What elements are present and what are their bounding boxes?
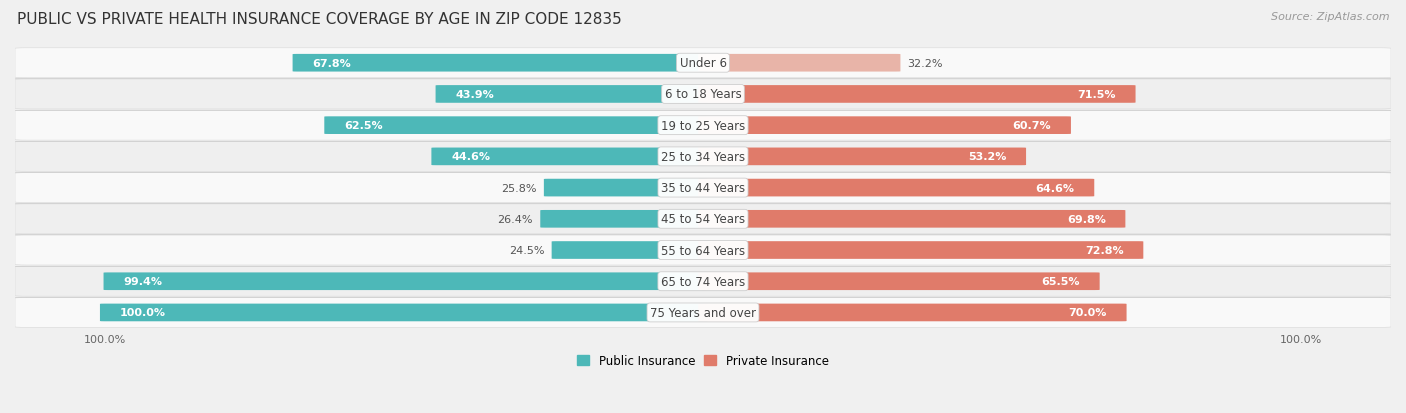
FancyBboxPatch shape — [699, 55, 900, 72]
FancyBboxPatch shape — [699, 86, 1136, 104]
Legend: Public Insurance, Private Insurance: Public Insurance, Private Insurance — [578, 354, 828, 367]
FancyBboxPatch shape — [699, 304, 1126, 321]
FancyBboxPatch shape — [15, 142, 1391, 172]
Text: 100.0%: 100.0% — [120, 308, 166, 318]
Text: 19 to 25 Years: 19 to 25 Years — [661, 119, 745, 132]
Text: 25.8%: 25.8% — [501, 183, 537, 193]
Text: 32.2%: 32.2% — [908, 59, 943, 69]
Text: 62.5%: 62.5% — [344, 121, 382, 131]
Text: 35 to 44 Years: 35 to 44 Years — [661, 182, 745, 195]
FancyBboxPatch shape — [432, 148, 707, 166]
FancyBboxPatch shape — [699, 148, 1026, 166]
Text: 70.0%: 70.0% — [1069, 308, 1107, 318]
Text: 71.5%: 71.5% — [1077, 90, 1116, 100]
FancyBboxPatch shape — [699, 179, 1094, 197]
Text: 25 to 34 Years: 25 to 34 Years — [661, 150, 745, 164]
Text: 24.5%: 24.5% — [509, 245, 544, 255]
Text: 44.6%: 44.6% — [451, 152, 491, 162]
FancyBboxPatch shape — [325, 117, 707, 135]
Text: 53.2%: 53.2% — [967, 152, 1007, 162]
Text: 43.9%: 43.9% — [456, 90, 494, 100]
FancyBboxPatch shape — [15, 204, 1391, 234]
FancyBboxPatch shape — [15, 235, 1391, 266]
FancyBboxPatch shape — [292, 55, 707, 72]
Text: 64.6%: 64.6% — [1036, 183, 1074, 193]
FancyBboxPatch shape — [15, 173, 1391, 203]
FancyBboxPatch shape — [15, 267, 1391, 297]
Text: 69.8%: 69.8% — [1067, 214, 1105, 224]
Text: 55 to 64 Years: 55 to 64 Years — [661, 244, 745, 257]
FancyBboxPatch shape — [699, 242, 1143, 259]
Text: 72.8%: 72.8% — [1085, 245, 1123, 255]
Text: 67.8%: 67.8% — [312, 59, 352, 69]
Text: Source: ZipAtlas.com: Source: ZipAtlas.com — [1271, 12, 1389, 22]
FancyBboxPatch shape — [436, 86, 707, 104]
FancyBboxPatch shape — [15, 111, 1391, 141]
Text: 75 Years and over: 75 Years and over — [650, 306, 756, 319]
FancyBboxPatch shape — [551, 242, 707, 259]
FancyBboxPatch shape — [15, 298, 1391, 328]
Text: 99.4%: 99.4% — [124, 277, 162, 287]
Text: 26.4%: 26.4% — [498, 214, 533, 224]
FancyBboxPatch shape — [15, 49, 1391, 78]
FancyBboxPatch shape — [699, 117, 1071, 135]
Text: Under 6: Under 6 — [679, 57, 727, 70]
FancyBboxPatch shape — [699, 211, 1125, 228]
Text: 65 to 74 Years: 65 to 74 Years — [661, 275, 745, 288]
FancyBboxPatch shape — [699, 273, 1099, 290]
Text: PUBLIC VS PRIVATE HEALTH INSURANCE COVERAGE BY AGE IN ZIP CODE 12835: PUBLIC VS PRIVATE HEALTH INSURANCE COVER… — [17, 12, 621, 27]
FancyBboxPatch shape — [540, 211, 707, 228]
Text: 60.7%: 60.7% — [1012, 121, 1052, 131]
FancyBboxPatch shape — [544, 179, 707, 197]
Text: 65.5%: 65.5% — [1042, 277, 1080, 287]
FancyBboxPatch shape — [104, 273, 707, 290]
FancyBboxPatch shape — [15, 80, 1391, 110]
Text: 45 to 54 Years: 45 to 54 Years — [661, 213, 745, 226]
FancyBboxPatch shape — [100, 304, 707, 321]
Text: 6 to 18 Years: 6 to 18 Years — [665, 88, 741, 101]
